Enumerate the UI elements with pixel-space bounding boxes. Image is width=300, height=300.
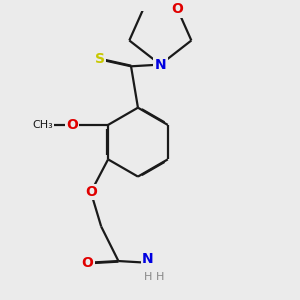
Text: O: O xyxy=(85,185,97,199)
Text: O: O xyxy=(172,2,184,16)
Text: H: H xyxy=(143,272,152,282)
Text: N: N xyxy=(154,58,166,72)
Text: CH₃: CH₃ xyxy=(32,120,53,130)
Text: H: H xyxy=(156,272,164,282)
Text: O: O xyxy=(66,118,78,132)
Text: O: O xyxy=(82,256,93,270)
Text: N: N xyxy=(142,252,154,266)
Text: S: S xyxy=(95,52,105,66)
